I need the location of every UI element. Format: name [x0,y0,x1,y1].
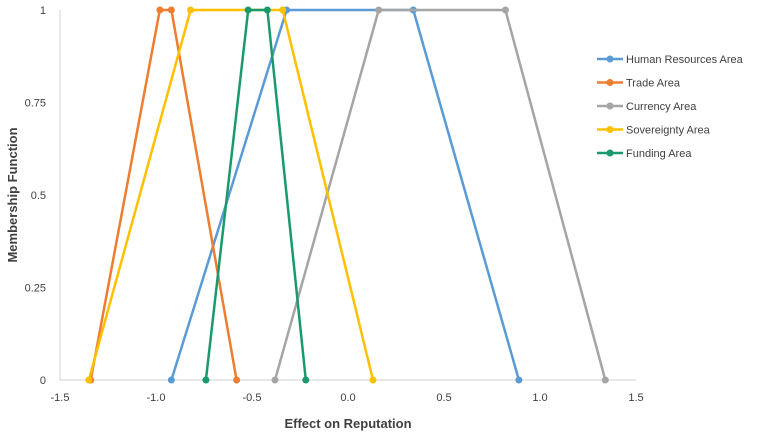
y-tick-labels: 0 0.25 0.5 0.75 1 [25,5,46,387]
data-point [202,376,210,384]
x-tick-label: 1.5 [628,392,643,404]
legend-item: Sovereignty Area [597,125,711,137]
y-tick-label: 0 [40,375,46,387]
data-point [85,376,93,384]
x-tick-label: 1.0 [532,392,547,404]
legend-marker [606,102,614,110]
legend-item: Currency Area [597,101,697,113]
series-funding-area [202,6,310,384]
data-point [167,376,175,384]
legend-label: Sovereignty Area [626,125,711,137]
legend-label: Funding Area [626,148,692,160]
x-tick-label: -0.5 [243,392,262,404]
data-point [375,6,383,14]
legend-label: Human Resources Area [626,54,744,66]
data-point [515,376,523,384]
data-point [369,376,377,384]
data-point [279,6,287,14]
x-tick-label: 0.5 [436,392,451,404]
legend-item: Funding Area [597,148,692,160]
series-human-resources-area [167,6,523,384]
y-tick-label: 1 [40,5,46,17]
legend-marker [606,79,614,86]
legend: Human Resources Area Trade Area Currency A… [597,54,744,160]
data-point [187,6,195,14]
data-point [167,6,175,14]
data-point [271,376,279,384]
series-layer [85,6,609,384]
data-point [156,6,164,14]
y-tick-label: 0.75 [25,98,46,110]
series-sovereignty-area [85,6,377,384]
legend-item: Trade Area [597,78,681,90]
series-trade-area [87,6,241,384]
series-line [170,8,521,381]
x-axis-title: Effect on Reputation [284,416,411,431]
x-tick-label: -1.0 [147,392,166,404]
series-line [204,8,308,381]
legend-marker [606,55,614,63]
data-point [244,6,252,14]
legend-marker [606,149,614,157]
series-line [273,8,607,381]
y-tick-label: 0.25 [25,283,46,295]
legend-label: Trade Area [626,78,681,90]
data-point [601,376,609,384]
data-point [233,376,241,384]
x-tick-label: 0.0 [340,392,355,404]
series-currency-area [271,6,609,384]
x-tick-label: -1.5 [51,392,70,404]
data-point [501,6,509,14]
data-point [263,6,271,14]
series-line [87,8,375,381]
series-line [89,8,238,381]
x-tick-labels: -1.5 -1.0 -0.5 0.0 0.5 1.0 1.5 [51,392,644,404]
y-tick-label: 0.5 [31,190,46,202]
axes [59,10,636,381]
legend-marker [606,126,614,133]
legend-label: Currency Area [626,101,697,113]
y-axis-title: Membership Function [5,127,20,262]
legend-item: Human Resources Area [597,54,744,66]
data-point [302,376,310,384]
